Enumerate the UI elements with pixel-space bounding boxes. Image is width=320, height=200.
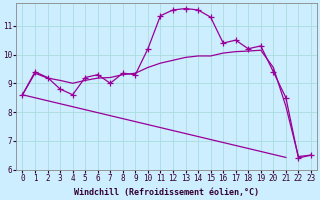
X-axis label: Windchill (Refroidissement éolien,°C): Windchill (Refroidissement éolien,°C)	[74, 188, 259, 197]
